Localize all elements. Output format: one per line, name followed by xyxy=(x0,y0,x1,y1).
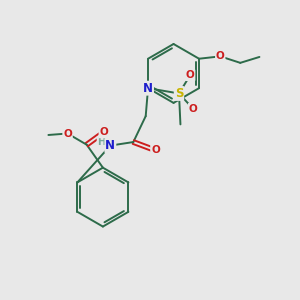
Text: N: N xyxy=(105,139,116,152)
Text: N: N xyxy=(143,82,153,95)
Text: H: H xyxy=(98,137,106,147)
Text: O: O xyxy=(151,145,160,155)
Text: O: O xyxy=(189,104,197,114)
Text: O: O xyxy=(186,70,194,80)
Text: O: O xyxy=(216,51,225,62)
Text: O: O xyxy=(63,128,72,139)
Text: S: S xyxy=(175,87,183,100)
Text: O: O xyxy=(99,127,108,137)
